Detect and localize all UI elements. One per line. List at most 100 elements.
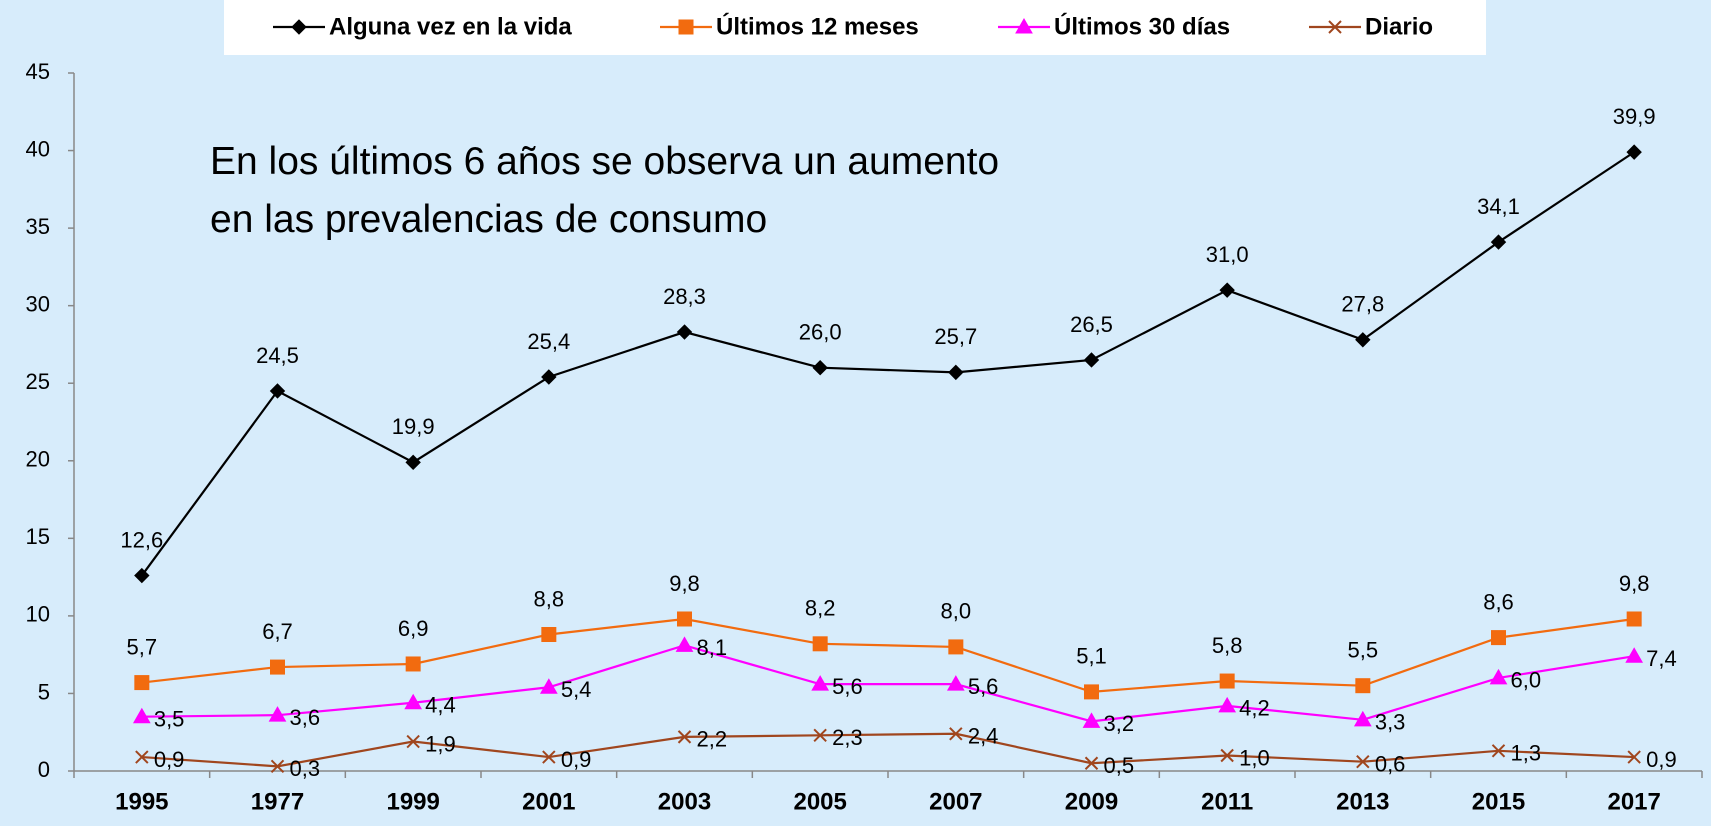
marker: [134, 675, 150, 691]
data-label: 25,7: [934, 324, 977, 349]
marker: [541, 369, 557, 385]
data-label: 2,3: [832, 725, 863, 750]
marker: [404, 693, 423, 710]
y-tick-label: 5: [38, 679, 50, 704]
marker: [539, 678, 558, 694]
marker: [813, 728, 827, 743]
x-tick-label: 1995: [115, 788, 168, 815]
marker: [948, 364, 964, 381]
marker: [541, 627, 557, 643]
y-tick-label: 0: [38, 757, 50, 782]
marker: [405, 454, 421, 471]
marker: [268, 706, 287, 722]
x-tick-label: 2005: [793, 788, 846, 815]
marker: [1625, 647, 1644, 663]
data-label: 1,3: [1511, 741, 1542, 766]
marker: [1355, 332, 1371, 348]
data-label: 2,4: [968, 724, 999, 749]
x-tick-label: 2015: [1472, 788, 1525, 815]
data-label: 34,1: [1477, 194, 1520, 219]
legend-label: Últimos 12 meses: [716, 12, 919, 40]
x-tick-label: 2001: [522, 788, 575, 815]
data-label: 4,2: [1239, 696, 1270, 721]
series-line: [141, 617, 1635, 694]
legend-box: [224, 0, 1486, 55]
legend-marker: [678, 19, 694, 35]
data-label: 3,2: [1104, 711, 1135, 736]
marker: [1219, 282, 1235, 298]
x-tick-label: 2003: [658, 788, 711, 815]
data-label: 5,1: [1076, 644, 1107, 669]
marker: [1490, 234, 1507, 250]
annotation-line: en las prevalencias de consumo: [210, 198, 767, 241]
y-tick-label: 10: [26, 602, 50, 627]
marker: [542, 750, 556, 764]
data-label: 8,8: [534, 586, 565, 611]
y-tick-label: 35: [26, 214, 50, 239]
y-tick-label: 40: [26, 136, 50, 161]
legend-label: Alguna vez en la vida: [329, 13, 572, 40]
marker: [1491, 630, 1506, 646]
marker: [1626, 611, 1642, 627]
x-tick-label: 2007: [929, 788, 982, 815]
data-label: 31,0: [1206, 242, 1249, 267]
data-label: 5,6: [968, 674, 999, 699]
marker: [1626, 144, 1642, 160]
data-label: 3,6: [290, 705, 321, 730]
data-label: 0,9: [1646, 747, 1677, 772]
data-label: 4,4: [425, 693, 456, 718]
y-tick-label: 45: [26, 59, 50, 84]
data-label: 8,0: [941, 599, 972, 624]
marker: [948, 639, 964, 655]
data-label: 27,8: [1341, 292, 1384, 317]
marker: [1218, 696, 1237, 713]
data-label: 5,7: [127, 634, 158, 659]
series-line: [141, 644, 1635, 723]
marker: [1355, 678, 1371, 694]
marker: [1491, 744, 1506, 758]
data-label: 0,9: [154, 747, 185, 772]
data-label: 0,6: [1375, 752, 1406, 777]
y-tick-label: 30: [26, 291, 50, 316]
marker: [949, 727, 963, 741]
marker: [135, 750, 149, 764]
marker: [269, 383, 286, 399]
annotation-line: En los últimos 6 años se observa un aume…: [210, 140, 999, 183]
x-tick-label: 1999: [386, 788, 439, 815]
legend-label: Últimos 30 días: [1054, 12, 1230, 40]
data-label: 6,0: [1511, 668, 1542, 693]
marker: [946, 675, 965, 691]
data-label: 5,6: [832, 674, 863, 699]
data-label: 2,2: [697, 727, 728, 752]
marker: [677, 611, 692, 627]
marker: [1082, 712, 1101, 728]
marker: [270, 659, 285, 675]
data-label: 1,0: [1239, 745, 1270, 770]
marker: [270, 759, 285, 774]
marker: [1084, 684, 1099, 700]
series-line: [140, 151, 1635, 577]
data-label: 26,5: [1070, 312, 1113, 337]
data-label: 7,4: [1646, 646, 1677, 671]
marker: [676, 324, 693, 340]
data-label: 8,2: [805, 596, 836, 621]
data-label: 19,9: [392, 414, 435, 439]
marker: [405, 656, 421, 672]
marker: [1356, 754, 1370, 769]
marker: [1219, 673, 1235, 689]
data-label: 6,7: [262, 619, 293, 644]
marker: [406, 734, 420, 749]
data-label: 25,4: [527, 329, 570, 354]
data-label: 3,5: [154, 707, 185, 732]
data-label: 24,5: [256, 343, 299, 368]
data-label: 5,4: [561, 677, 592, 702]
y-tick-label: 15: [26, 524, 50, 549]
data-label: 0,9: [561, 747, 592, 772]
data-label: 6,9: [398, 616, 429, 641]
marker: [1489, 668, 1508, 685]
marker: [132, 707, 151, 724]
data-label: 3,3: [1375, 710, 1406, 735]
marker: [812, 636, 828, 652]
legend-marker: [1328, 20, 1342, 34]
